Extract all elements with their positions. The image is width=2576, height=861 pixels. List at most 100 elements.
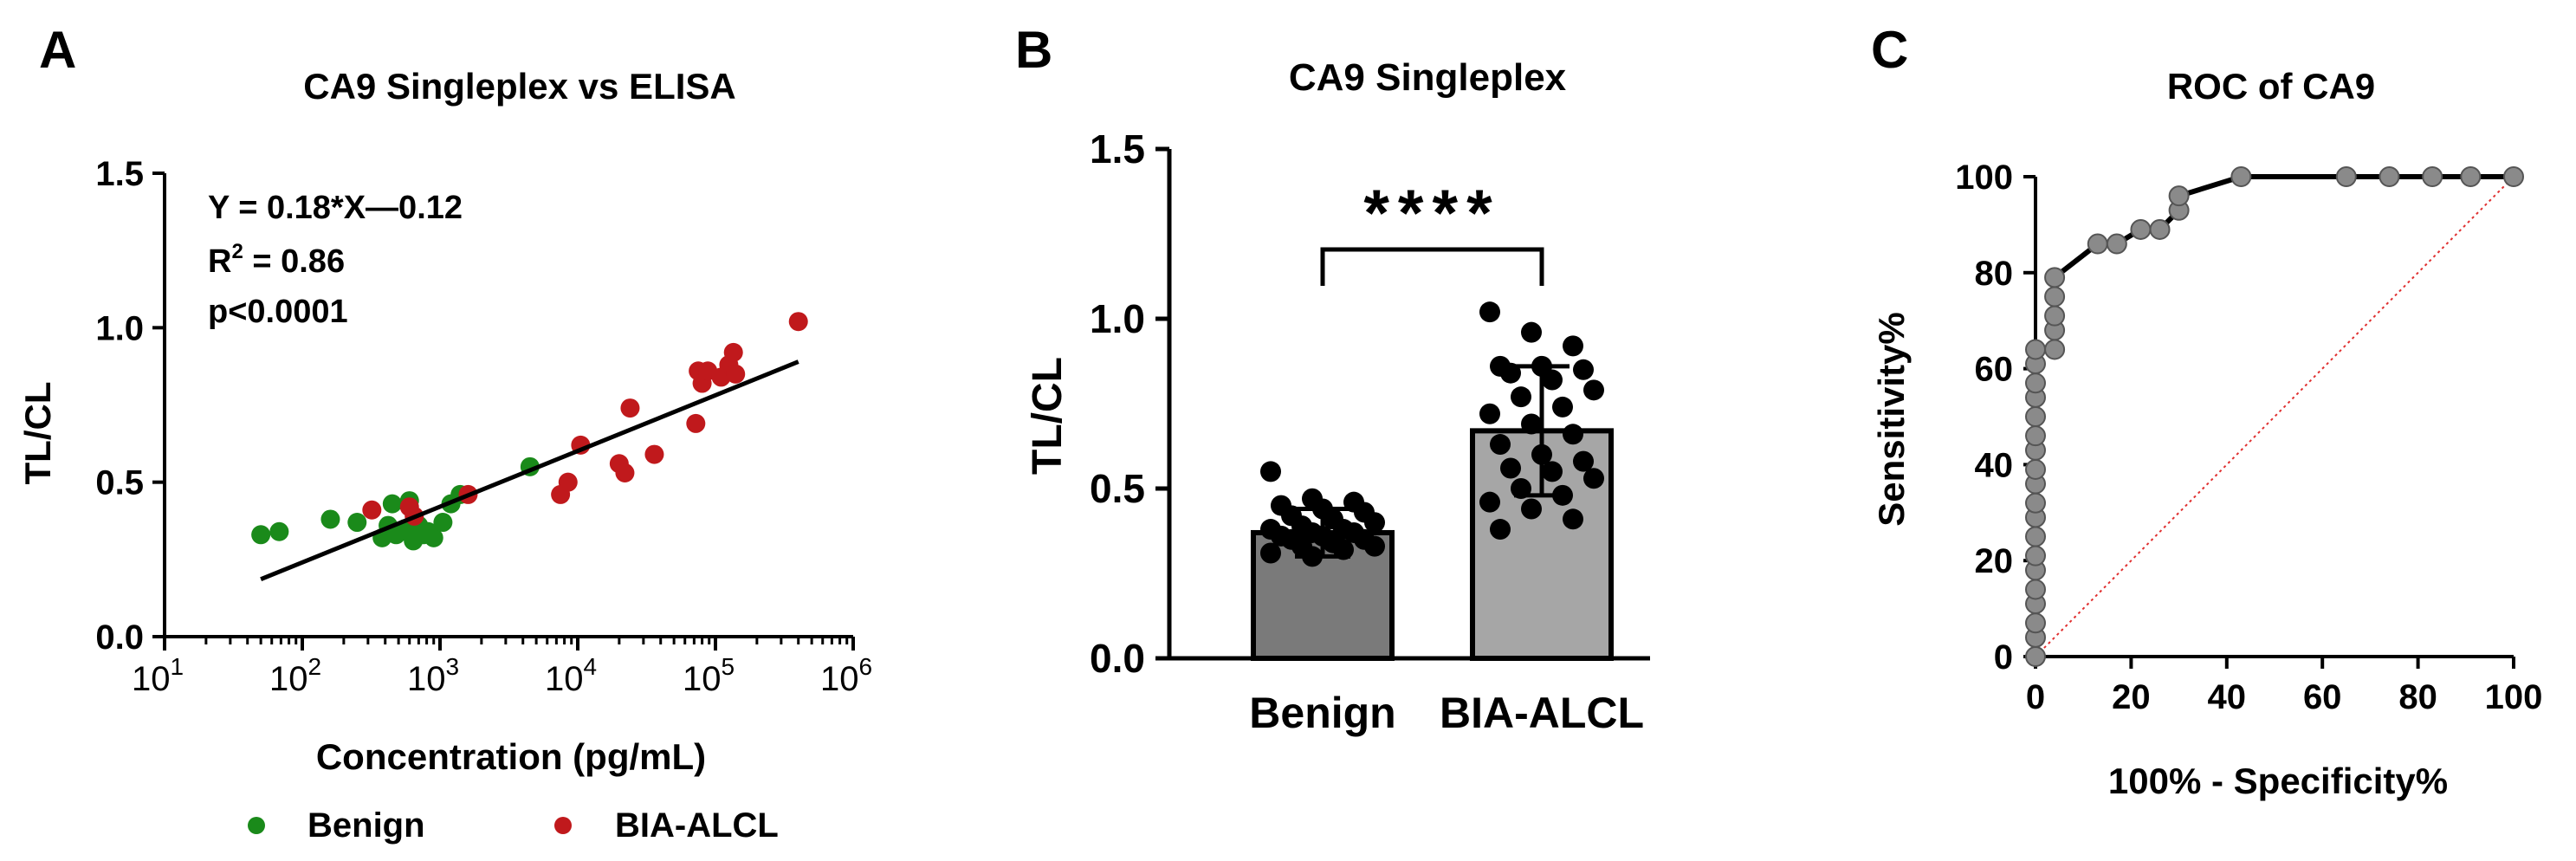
- b-point: [1302, 546, 1323, 567]
- r2-suffix: = 0.86: [243, 243, 345, 280]
- c-y-tick-label: 20: [1975, 542, 2014, 580]
- b-point: [1583, 379, 1604, 401]
- c-roc-point: [2025, 526, 2046, 547]
- c-y-tick-label: 80: [1975, 255, 2014, 293]
- b-significance-stars: ****: [1363, 177, 1500, 250]
- a-x-tick-label: 105: [683, 653, 735, 698]
- a-point-bia-alcl: [723, 342, 743, 362]
- legend-benign-label: Benign: [307, 806, 425, 845]
- c-roc-point: [2025, 612, 2046, 634]
- b-point: [1479, 403, 1500, 424]
- panel-a: A CA9 Singleplex vs ELISA 0.0 0.5 1.0 1.5 10…: [17, 21, 872, 845]
- panel-a-xlabel: Concentration (pg/mL): [316, 736, 706, 777]
- a-x-tick-label: 101: [132, 653, 184, 698]
- legend-benign-marker: [248, 817, 265, 834]
- a-point-benign: [382, 494, 402, 514]
- c-roc-point: [2025, 425, 2046, 447]
- a-point-benign: [251, 525, 271, 545]
- b-point: [1552, 484, 1573, 506]
- panel-a-pvalue: p<0.0001: [208, 294, 348, 330]
- b-point: [1479, 301, 1500, 323]
- b-point: [1531, 443, 1552, 465]
- b-point: [1260, 542, 1281, 564]
- b-point: [1563, 424, 1583, 445]
- r2-prefix: R: [208, 243, 231, 280]
- a-point-bia-alcl: [644, 444, 664, 464]
- panel-b-ylabel: TL/CL: [1025, 357, 1071, 475]
- a-fit-line: [260, 359, 799, 581]
- b-significance-bracket: [1320, 247, 1544, 286]
- a-point-benign: [433, 513, 453, 533]
- a-point-benign: [347, 513, 367, 533]
- b-point: [1563, 335, 1583, 357]
- b-point: [1333, 539, 1354, 560]
- panel-a-letter: A: [39, 21, 76, 79]
- c-roc-point: [2106, 233, 2127, 255]
- a-point-bia-alcl: [788, 312, 808, 332]
- c-x-tick-label: 0: [2026, 678, 2045, 716]
- r2-sup: 2: [231, 240, 243, 263]
- c-roc-point: [2335, 166, 2357, 187]
- b-point: [1500, 362, 1521, 384]
- c-reference-diagonal: [2035, 176, 2515, 657]
- c-roc-point: [2379, 166, 2400, 187]
- b-category-label: BIA-ALCL: [1440, 689, 1644, 737]
- panel-a-title: CA9 Singleplex vs ELISA: [303, 66, 736, 107]
- a-point-bia-alcl: [620, 398, 640, 418]
- panel-a-equation: Y = 0.18*X—0.12: [208, 190, 463, 226]
- c-y-tick-label: 0: [1994, 638, 2013, 676]
- b-point: [1500, 457, 1521, 479]
- b-category-label: Benign: [1249, 689, 1395, 737]
- b-point: [1511, 478, 1531, 499]
- c-roc-point: [2025, 646, 2046, 667]
- a-point-benign: [269, 521, 289, 541]
- panel-c-plot: 0 20 40 60 80 100 0 20 40 60 80 100: [1955, 159, 2542, 716]
- b-point: [1521, 498, 1542, 520]
- a-point-bia-alcl: [362, 500, 382, 520]
- c-roc-point: [2503, 166, 2524, 187]
- legend-bia-marker: [554, 817, 572, 834]
- a-point-bia-alcl: [558, 472, 578, 492]
- b-point: [1260, 461, 1281, 482]
- c-x-tick-label: 80: [2398, 678, 2437, 716]
- b-point: [1583, 468, 1604, 489]
- c-roc-curve: [2033, 174, 2514, 657]
- b-point: [1364, 512, 1385, 534]
- b-point: [1490, 519, 1511, 541]
- a-point-bia-alcl: [615, 463, 635, 482]
- c-y-tick-label: 100: [1955, 159, 2013, 197]
- c-y-tick-label: 40: [1975, 446, 2014, 484]
- panel-c-ylabel: Sensitivity%: [1871, 312, 1912, 526]
- b-point: [1490, 434, 1511, 456]
- c-roc-point: [2168, 185, 2190, 207]
- b-point: [1573, 450, 1594, 472]
- c-roc-point: [2044, 286, 2066, 308]
- legend-bia-label: BIA-ALCL: [615, 806, 779, 845]
- a-y-tick-label: 1.5: [95, 155, 144, 193]
- c-roc-point: [2044, 339, 2066, 360]
- c-x-tick-label: 40: [2208, 678, 2247, 716]
- a-point-bia-alcl: [726, 364, 746, 384]
- c-roc-point: [2460, 166, 2482, 187]
- c-roc-point: [2044, 305, 2066, 327]
- b-y-tick-label: 1.5: [1090, 126, 1145, 172]
- b-point: [1552, 396, 1573, 418]
- b-y-tick-label: 0.5: [1090, 466, 1145, 511]
- c-roc-point: [2025, 492, 2046, 514]
- panel-b-plot: Benign BIA-ALCL 0.0 0.5 1.0 1.5 ****: [1090, 126, 1650, 737]
- a-x-tick-label: 102: [269, 653, 321, 698]
- c-roc-point: [2230, 166, 2252, 187]
- a-x-tick-label: 106: [820, 653, 872, 698]
- b-point: [1563, 508, 1583, 530]
- c-roc-point: [2025, 579, 2046, 600]
- b-point: [1542, 461, 1563, 482]
- b-y-tick-label: 0.0: [1090, 636, 1145, 681]
- b-point: [1511, 386, 1531, 408]
- c-roc-point: [2044, 267, 2066, 288]
- panel-c: C ROC of CA9 0 20 40 60 80 100 0 20 40 60 80 100 10…: [1871, 21, 2542, 801]
- a-x-tick-label: 103: [407, 653, 459, 698]
- c-x-tick-label: 60: [2303, 678, 2342, 716]
- panel-c-letter: C: [1871, 21, 1908, 79]
- panel-a-ylabel: TL/CL: [17, 382, 58, 485]
